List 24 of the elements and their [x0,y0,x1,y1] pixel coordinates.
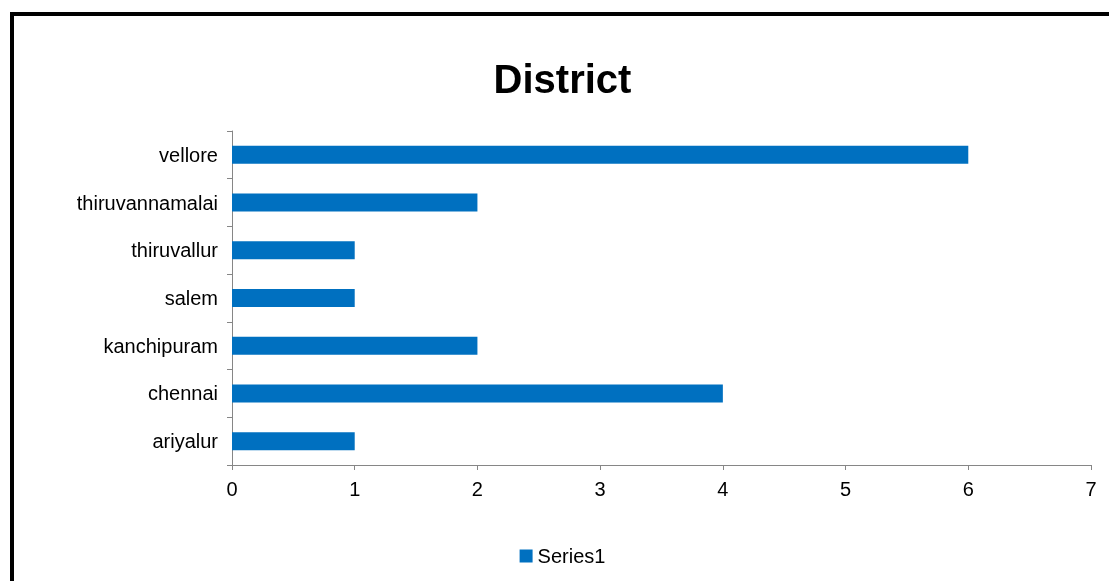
y-tick-label: thiruvallur [131,239,219,262]
bar [232,145,969,164]
x-tick-label: 6 [962,478,974,500]
x-tick-label: 1 [349,478,361,500]
bar [232,241,355,260]
x-tick-label: 2 [471,478,483,500]
bar [232,384,723,403]
bar [232,432,355,451]
x-tick-label: 7 [1085,478,1097,500]
y-tick-label: vellore [159,143,218,166]
chart-title: District [493,57,632,101]
x-tick-label: 3 [594,478,606,500]
y-tick-label: ariyalur [152,430,219,453]
bar [232,193,478,212]
bar [232,336,478,355]
x-tick-label: 0 [226,478,238,500]
y-tick-label: chennai [147,382,218,405]
y-tick-label: thiruvannamalai [76,191,218,214]
bar [232,289,355,307]
y-tick-label: salem [164,287,218,309]
x-tick-label: 5 [840,478,852,500]
x-tick-label: 4 [717,478,729,500]
legend-label: Series1 [537,545,606,567]
y-tick-label: kanchipuram [103,334,218,357]
